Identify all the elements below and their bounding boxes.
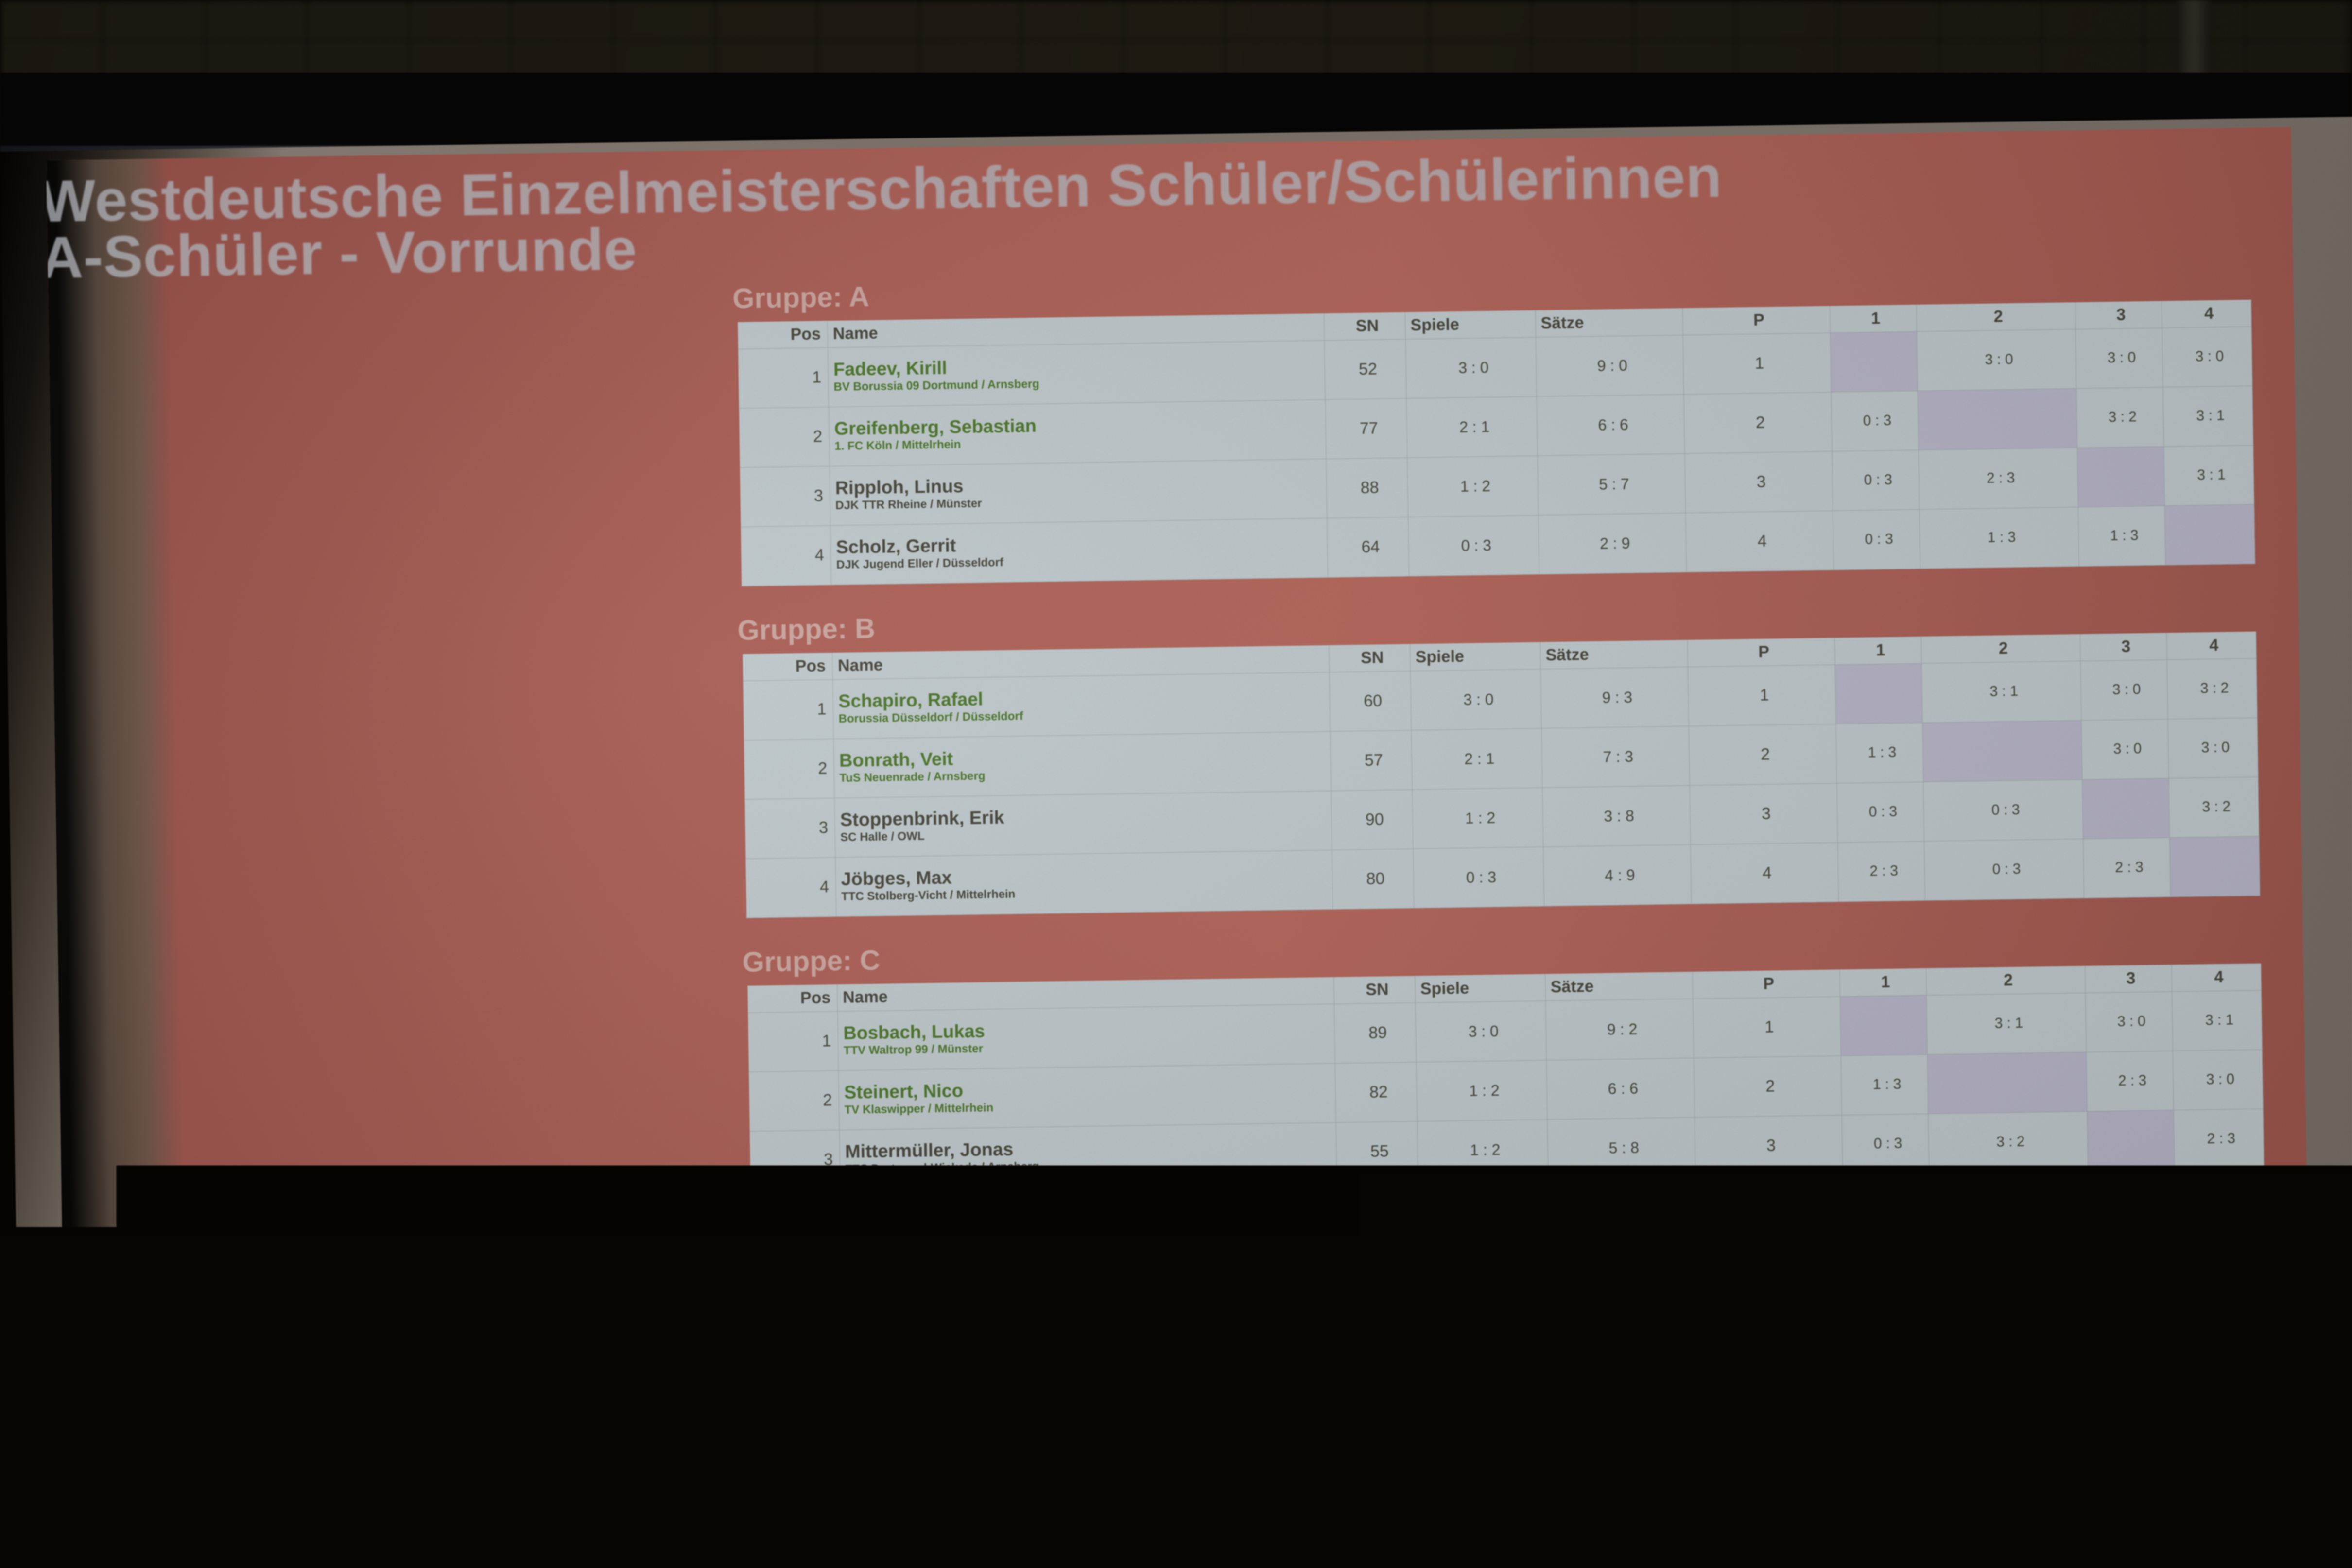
svg-text:cantafio.de: cantafio.de: [170, 1519, 447, 1568]
